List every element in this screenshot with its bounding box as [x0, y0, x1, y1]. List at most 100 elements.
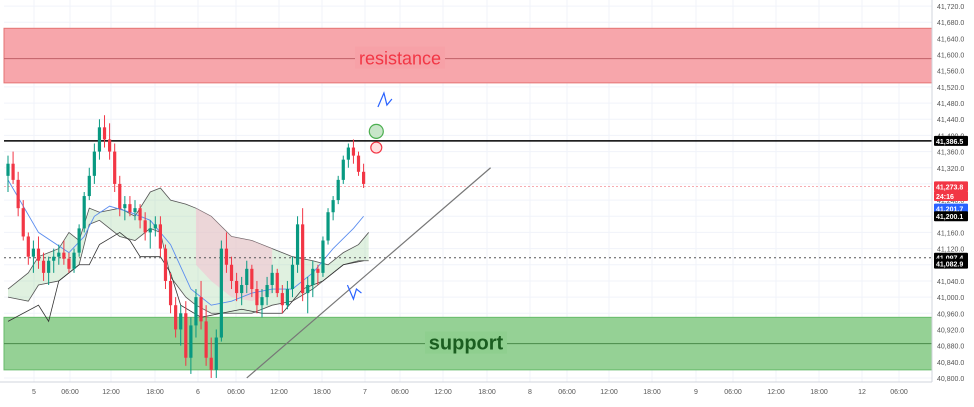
candle-body: [21, 208, 25, 237]
x-tick-label: 12:00: [270, 389, 288, 396]
candle-body: [163, 248, 168, 281]
candle-body: [133, 208, 137, 213]
y-tick-label: 41,160.0: [937, 230, 964, 237]
y-tick-label: 41,680.0: [937, 20, 964, 27]
candle-body: [87, 175, 91, 197]
x-tick-label: 9: [694, 389, 698, 396]
y-tick-label: 41,240.0: [937, 198, 964, 205]
x-tick-label: 06:00: [890, 389, 908, 396]
candle-body: [148, 228, 152, 233]
x-tick-label: 12:00: [600, 389, 618, 396]
price-tag-label: 41,386.5: [936, 139, 963, 146]
price-tag: [934, 203, 968, 214]
candle-body: [138, 208, 142, 221]
x-tick-label: 8: [528, 389, 532, 396]
candle-body: [72, 252, 76, 269]
candle-body: [199, 297, 203, 322]
x-tick-label: 12: [858, 389, 866, 396]
candle-body: [97, 127, 102, 152]
candle-body: [143, 220, 147, 233]
candle-body: [168, 280, 173, 306]
candle-body: [77, 228, 81, 253]
candle-body: [214, 337, 218, 370]
y-tick-label: 40,800.0: [937, 376, 964, 383]
candle-body: [108, 139, 112, 152]
candle-body: [189, 325, 193, 358]
resistance-label: resistance: [359, 49, 441, 69]
candle-body: [6, 163, 10, 176]
y-tick-label: 41,040.0: [937, 279, 964, 286]
candle-body: [31, 248, 35, 257]
resistance-zone: [3, 27, 933, 84]
price-tag-label: 41,082.9: [936, 262, 963, 269]
price-tag: [934, 135, 968, 146]
y-tick-label: 40,960.0: [937, 311, 964, 318]
candle-body: [362, 171, 366, 184]
candle-body: [16, 179, 20, 209]
y-tick-label: 41,560.0: [937, 69, 964, 76]
candle-body: [250, 268, 254, 290]
target-circle-red: [370, 141, 383, 154]
y-tick-label: 40,840.0: [937, 360, 964, 367]
candle-body: [270, 272, 274, 285]
resistance-label-bg: [355, 46, 445, 69]
candle-body: [118, 183, 122, 209]
candle-body: [174, 305, 178, 330]
y-tick-label: 41,120.0: [937, 247, 964, 254]
candle-body: [184, 313, 188, 358]
y-tick-label: 41,480.0: [937, 101, 964, 108]
candle-body: [240, 284, 244, 294]
x-tick-label: 12:00: [102, 389, 120, 396]
candle-body: [316, 268, 320, 273]
candle-body: [346, 147, 350, 160]
price-tag: [934, 181, 968, 192]
candle-body: [341, 159, 345, 180]
candle-body: [301, 224, 305, 294]
candle-body: [326, 212, 330, 241]
y-tick-label: 40,920.0: [937, 327, 964, 334]
x-tick-label: 18:00: [146, 389, 164, 396]
y-tick-label: 41,520.0: [937, 85, 964, 92]
candle-body: [229, 264, 234, 281]
support-label-bg: [425, 331, 507, 354]
candle-body: [153, 224, 157, 229]
support-label: support: [429, 333, 504, 355]
candle-body: [295, 224, 300, 265]
candle-body: [92, 151, 96, 176]
candle-body: [47, 260, 51, 273]
x-tick-label: 06:00: [227, 389, 245, 396]
price-tag-label: 41,200.1: [936, 214, 963, 221]
candle-body: [123, 204, 127, 209]
candle-body: [62, 252, 66, 259]
x-tick-label: 06:00: [558, 389, 576, 396]
candle-body: [113, 151, 117, 184]
candle-body: [128, 204, 132, 213]
candle-body: [245, 268, 249, 285]
candle-body: [336, 179, 340, 201]
x-tick-label: 12:00: [767, 389, 785, 396]
candle-body: [306, 284, 310, 294]
price-tag-label: 41,201.7: [936, 207, 963, 214]
candle-body: [356, 155, 361, 172]
candle-body: [321, 240, 325, 273]
pullback-arrow-icon: [346, 284, 362, 301]
x-tick-label: 06:00: [391, 389, 409, 396]
y-tick-label: 41,720.0: [937, 4, 964, 11]
y-tick-label: 41,000.0: [937, 295, 964, 302]
candle-body: [209, 357, 213, 370]
candle-body: [311, 268, 315, 285]
candle-body: [290, 264, 295, 290]
candle-body: [255, 289, 259, 306]
x-tick-label: 06:00: [61, 389, 79, 396]
x-tick-label: 7: [363, 389, 367, 396]
x-tick-label: 18:00: [643, 389, 661, 396]
x-tick-label: 6: [196, 389, 200, 396]
candle-body: [204, 321, 208, 358]
candle-body: [67, 258, 71, 269]
target-circle-green: [368, 123, 384, 139]
candle-body: [219, 248, 223, 338]
candle-body: [158, 224, 162, 249]
candle-body: [41, 260, 46, 273]
